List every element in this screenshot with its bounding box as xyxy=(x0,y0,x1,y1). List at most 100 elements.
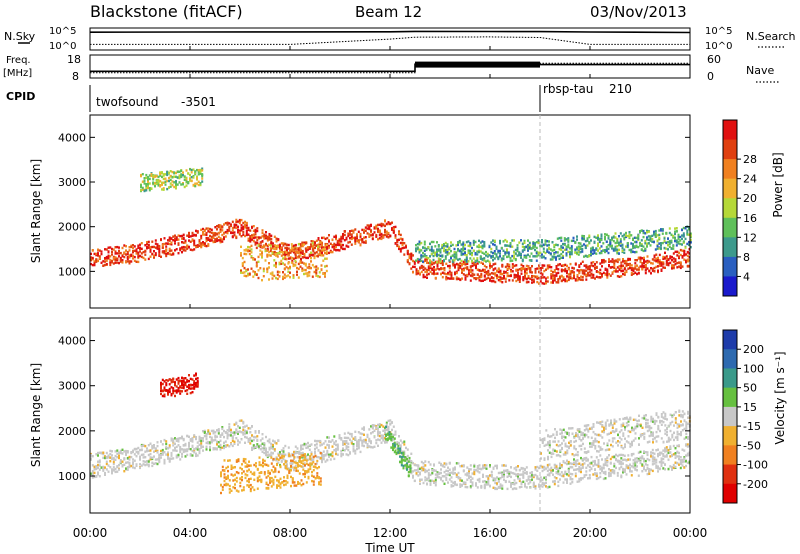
heatmap-cell xyxy=(535,255,538,258)
heatmap-cell xyxy=(457,243,459,247)
heatmap-cell xyxy=(431,263,434,266)
heatmap-cell xyxy=(643,265,645,268)
heatmap-cell xyxy=(361,240,364,244)
heatmap-cell xyxy=(170,237,173,240)
heatmap-cell xyxy=(522,470,525,473)
heatmap-cell xyxy=(669,257,672,260)
heatmap-cell xyxy=(623,273,626,276)
heatmap-cell xyxy=(276,273,279,276)
heatmap-cell xyxy=(313,243,316,246)
heatmap-cell xyxy=(282,251,284,254)
heatmap-cell xyxy=(688,228,690,231)
heatmap-cell xyxy=(448,260,451,263)
heatmap-cell xyxy=(176,176,179,179)
heatmap-cell xyxy=(109,466,112,469)
heatmap-cell xyxy=(493,257,496,260)
heatmap-cell xyxy=(310,457,313,460)
heatmap-cell xyxy=(681,265,684,268)
heatmap-cell xyxy=(209,435,211,439)
heatmap-cell xyxy=(469,274,472,277)
heatmap-cell xyxy=(314,439,316,443)
heatmap-cell xyxy=(444,255,447,258)
heatmap-cell xyxy=(237,231,239,234)
heatmap-cell xyxy=(443,259,445,263)
heatmap-cell xyxy=(440,463,442,467)
heatmap-cell xyxy=(504,464,507,467)
heatmap-cell xyxy=(230,443,232,446)
heatmap-cell xyxy=(382,234,385,237)
heatmap-cell xyxy=(181,437,183,440)
heatmap-cell xyxy=(338,237,341,241)
heatmap-cell xyxy=(228,445,231,448)
heatmap-cell xyxy=(471,261,474,265)
heatmap-cell xyxy=(500,246,503,250)
heatmap-cell xyxy=(311,245,314,249)
heatmap-cell xyxy=(431,272,434,275)
heatmap-cell xyxy=(557,480,560,483)
heatmap-cell xyxy=(169,174,172,178)
heatmap-cell xyxy=(165,442,168,446)
heatmap-cell xyxy=(237,430,239,434)
heatmap-cell xyxy=(432,254,435,258)
heatmap-cell xyxy=(503,271,505,275)
heatmap-cell xyxy=(499,486,502,489)
heatmap-cell xyxy=(241,264,244,268)
heatmap-cell xyxy=(163,252,166,255)
heatmap-cell xyxy=(97,252,99,255)
heatmap-cell xyxy=(189,173,191,177)
heatmap-cell xyxy=(613,270,616,273)
heatmap-cell xyxy=(191,444,194,448)
heatmap-cell xyxy=(455,271,458,275)
heatmap-cell xyxy=(448,264,451,268)
heatmap-cell xyxy=(385,230,388,233)
heatmap-cell xyxy=(396,240,399,244)
heatmap-cell xyxy=(287,446,290,449)
heatmap-cell xyxy=(422,462,425,465)
heatmap-cell xyxy=(541,273,544,276)
heatmap-cell xyxy=(294,259,297,263)
heatmap-cell xyxy=(541,276,544,279)
heatmap-cell xyxy=(581,248,584,251)
heatmap-cell xyxy=(373,231,376,234)
heatmap-cell xyxy=(385,441,388,444)
heatmap-cell xyxy=(563,237,566,240)
heatmap-cell xyxy=(396,244,399,248)
heatmap-cell xyxy=(426,276,428,279)
heatmap-cell xyxy=(248,246,251,249)
heatmap-cell xyxy=(499,280,502,283)
heatmap-cell xyxy=(285,251,288,254)
heatmap-cell xyxy=(265,235,267,238)
heatmap-cell xyxy=(349,438,351,441)
heatmap-cell xyxy=(319,439,322,443)
heatmap-cell xyxy=(686,258,689,261)
heatmap-cell xyxy=(116,257,119,260)
heatmap-cell xyxy=(674,232,676,236)
heatmap-cell xyxy=(425,256,428,259)
heatmap-cell xyxy=(472,257,475,260)
heatmap-cell xyxy=(171,170,174,174)
heatmap-cell xyxy=(249,237,252,240)
heatmap-cell xyxy=(142,443,145,447)
heatmap-cell xyxy=(333,242,336,246)
heatmap-cell xyxy=(523,241,526,244)
heatmap-cell xyxy=(247,226,250,230)
heatmap-cell xyxy=(434,253,437,257)
heatmap-cell xyxy=(571,462,574,466)
heatmap-cell xyxy=(681,249,684,252)
heatmap-cell xyxy=(522,265,525,268)
heatmap-cell xyxy=(173,181,176,184)
heatmap-cell xyxy=(112,255,115,259)
heatmap-cell xyxy=(282,275,284,279)
heatmap-cell xyxy=(315,265,318,268)
heatmap-cell xyxy=(196,177,198,180)
heatmap-cell xyxy=(445,476,448,479)
heatmap-cell xyxy=(329,242,332,245)
heatmap-cell xyxy=(521,249,524,252)
heatmap-cell xyxy=(518,276,521,279)
heatmap-cell xyxy=(235,421,238,424)
heatmap-cell xyxy=(242,433,245,436)
heatmap-cell xyxy=(609,266,612,269)
heatmap-cell xyxy=(304,264,307,267)
heatmap-cell xyxy=(317,255,319,258)
